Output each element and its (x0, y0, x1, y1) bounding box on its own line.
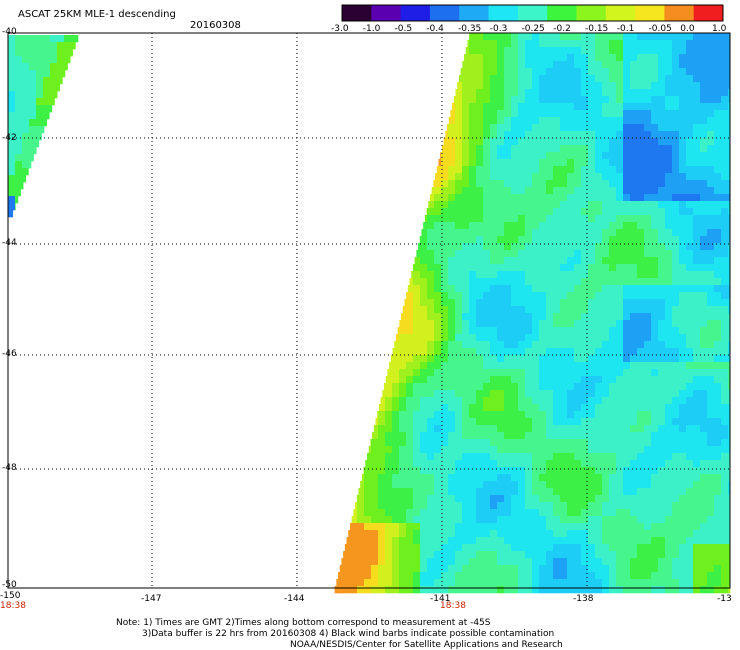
colorbar-frame (341, 4, 724, 22)
colorbar-swatch (605, 5, 636, 21)
lon-label-135: -13 (717, 594, 732, 604)
colorbar-label: -0.15 (585, 24, 609, 34)
note-line-1: Note: 1) Times are GMT 2)Times along bot… (116, 618, 491, 628)
time-label-left: 18:38 (0, 601, 26, 611)
colorbar-label: -0.25 (521, 24, 545, 34)
left-swath (8, 35, 79, 218)
colorbar-label: -0.35 (458, 24, 482, 34)
lat-label-50: -50 (2, 580, 17, 590)
lat-label-48: -48 (2, 463, 17, 473)
map-frame (7, 32, 731, 589)
colorbar-label: -0.05 (648, 24, 672, 34)
lat-label-42: -42 (2, 133, 17, 143)
colorbar-label: -0.5 (394, 24, 413, 34)
time-label-mid: 18:38 (440, 601, 466, 611)
colorbar-swatch (693, 5, 724, 21)
colorbar-label: -0.4 (426, 24, 444, 34)
colorbar-swatch (342, 5, 372, 21)
lat-label-46: -46 (2, 349, 17, 359)
right-swath (334, 33, 731, 594)
colorbar-swatch (371, 5, 402, 21)
colorbar-swatch (488, 5, 519, 21)
colorbar-label: -1.0 (362, 24, 381, 34)
product-title: ASCAT 25KM MLE-1 descending (18, 9, 176, 20)
lon-label-150: -150 (0, 591, 21, 601)
colorbar-swatch (664, 5, 695, 21)
colorbar-swatch (517, 5, 548, 21)
lat-label-44: -44 (2, 238, 17, 248)
note-line-2: 3)Data buffer is 22 hrs from 20160308 4)… (142, 629, 555, 639)
lon-label-144: -144 (284, 594, 305, 604)
colorbar-swatch (635, 5, 665, 21)
product-date: 20160308 (190, 20, 241, 31)
colorbar-swatch (576, 5, 607, 21)
lon-label-141: -141 (430, 594, 451, 604)
colorbar-label: -3.0 (331, 24, 349, 34)
colorbar-swatch (400, 5, 431, 21)
lat-label-40: -40 (2, 27, 17, 37)
note-line-3: NOAA/NESDIS/Center for Satellite Applica… (290, 640, 563, 650)
colorbar (341, 4, 724, 22)
colorbar-swatch (459, 5, 490, 21)
colorbar-label: -0.1 (616, 24, 635, 34)
colorbar-label: -0.2 (553, 24, 571, 34)
colorbar-swatch (547, 5, 577, 21)
lon-label-138: -138 (573, 594, 594, 604)
colorbar-label: 0.0 (680, 24, 695, 34)
colorbar-label: -0.3 (489, 24, 508, 34)
lon-label-147: -147 (141, 594, 162, 604)
colorbar-label: 1.0 (712, 24, 727, 34)
colorbar-swatch (429, 5, 460, 21)
